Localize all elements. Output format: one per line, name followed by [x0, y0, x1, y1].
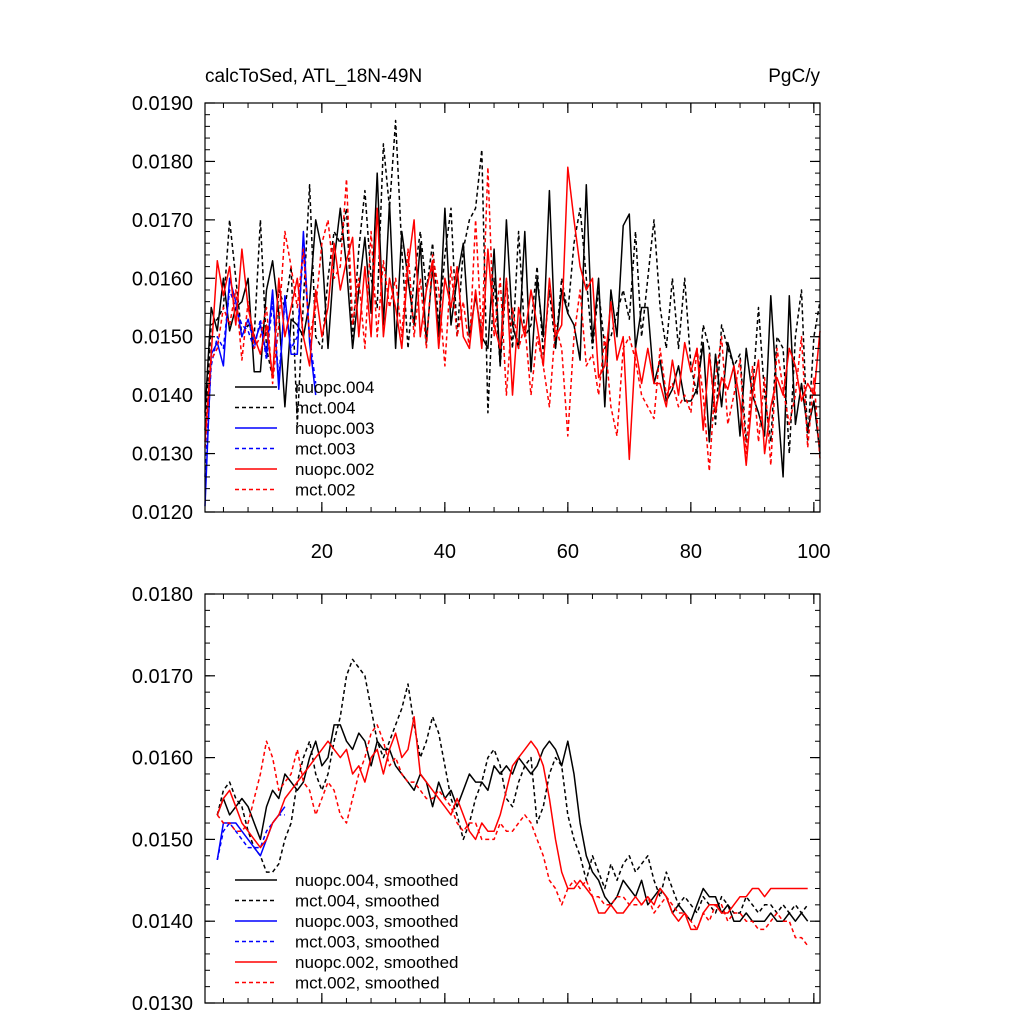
y-tick-label: 0.0180	[132, 584, 193, 606]
y-tick-label: 0.0150	[132, 829, 193, 851]
series-line-nuopc-003	[204, 230, 317, 507]
y-tick-label: 0.0120	[132, 502, 193, 524]
series-line-nuopc-002-smoothed	[216, 715, 808, 931]
series-line-nuopc-002	[204, 166, 821, 467]
bottom-panel: 0.0130 0.0140 0.0150 0.0160 0.0170 0.0180 nuop…	[132, 584, 821, 1015]
legend-label: nuopc.002	[295, 460, 374, 479]
legend-label: nuopc.004, smoothed	[295, 871, 459, 890]
legend-label: nuopc.003, smoothed	[295, 912, 459, 931]
y-tick-label: 0.0170	[132, 210, 193, 232]
series-line-mct-003-smoothed	[216, 814, 285, 861]
legend-label: mct.004, smoothed	[295, 892, 440, 911]
series-line-mct-002	[204, 166, 821, 472]
top-panel: 0.0120 0.0130 0.0140 0.0150 0.0160 0.0170 0.01…	[132, 93, 831, 563]
x-tick-label: 80	[680, 541, 702, 563]
x-tick-label: 60	[557, 541, 579, 563]
x-tick-label: 100	[797, 541, 830, 563]
legend-label: mct.003, smoothed	[295, 933, 440, 952]
chart-title: calcToSed, ATL_18N-49N	[205, 66, 422, 87]
series-line-nuopc-004-smoothed	[216, 724, 809, 922]
plot-frame	[204, 102, 821, 513]
x-tick-label: 40	[434, 541, 456, 563]
y-tick-label: 0.0150	[132, 327, 193, 349]
y-tick-label: 0.0160	[132, 268, 193, 290]
y-tick-label: 0.0130	[132, 993, 193, 1015]
y-tick-label: 0.0190	[132, 93, 193, 115]
legend-label: mct.002, smoothed	[295, 974, 440, 993]
x-tick-label: 20	[311, 541, 333, 563]
y-tick-label: 0.0160	[132, 748, 193, 770]
units-label: PgC/y	[768, 66, 820, 87]
series-line-mct-004	[204, 119, 821, 455]
legend-label: mct.004	[295, 399, 355, 418]
y-tick-label: 0.0170	[132, 666, 193, 688]
y-tick-label: 0.0130	[132, 444, 193, 466]
legend-label: nuopc.002, smoothed	[295, 953, 459, 972]
y-tick-label: 0.0180	[132, 151, 193, 173]
y-tick-label: 0.0140	[132, 385, 193, 407]
legend-label: nuopc.003	[295, 419, 374, 438]
legend-label: mct.002	[295, 481, 355, 500]
plot-frame	[204, 593, 821, 1004]
series-line-mct-002-smoothed	[216, 724, 809, 947]
y-tick-label: 0.0140	[132, 911, 193, 933]
legend-label: mct.003	[295, 440, 355, 459]
legend-label: nuopc.004	[295, 378, 374, 397]
series-line-mct-003	[204, 248, 317, 477]
